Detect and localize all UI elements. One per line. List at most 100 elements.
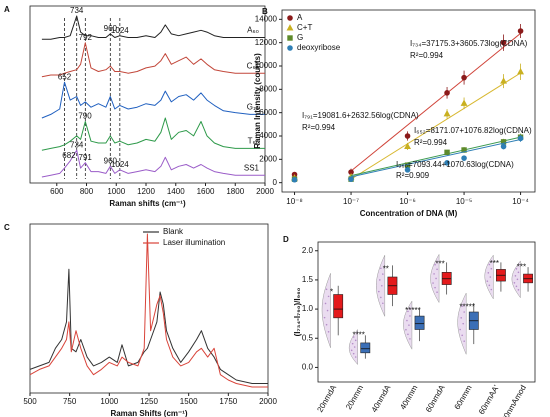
jitter-dot (350, 349, 353, 352)
jitter-dot (436, 291, 438, 294)
data-point (461, 74, 467, 81)
data-point (404, 142, 411, 149)
y-tick-label: 2.0 (302, 246, 314, 255)
spectrum-line (41, 42, 265, 78)
annotation: I₉₆₀=7093.44+1070.63log(CDNA) (396, 160, 514, 169)
legend-label: G (297, 33, 303, 42)
data-point (404, 167, 411, 173)
fit-line (350, 72, 521, 180)
spectrum-line (29, 233, 268, 388)
data-point (348, 176, 354, 182)
data-point (443, 109, 451, 117)
violin (348, 328, 358, 366)
data-point (517, 67, 525, 75)
jitter-dot (380, 267, 382, 270)
plot-frame (317, 241, 536, 383)
x-tick-label: 40nmm (398, 383, 419, 411)
data-point (444, 90, 450, 96)
x-tick-label: 1800 (226, 187, 244, 196)
violin (457, 292, 467, 355)
jitter-dot (325, 323, 328, 326)
y-tick-label: 1.5 (302, 275, 314, 284)
data-point (517, 28, 524, 34)
x-tick-label: 1000 (100, 397, 118, 406)
jitter-dot (517, 289, 520, 291)
x-tick-label: 2000 (256, 187, 274, 196)
significance-label: * (330, 287, 333, 296)
jitter-dot (352, 352, 355, 355)
jitter-dot (434, 263, 436, 266)
panel-label: A (4, 5, 10, 14)
peak-label: 960 (104, 156, 118, 165)
jitter-dot (486, 280, 489, 282)
x-tick-label: 60nmAA' (477, 383, 501, 416)
significance-label: *** (517, 262, 526, 271)
jitter-dot (490, 267, 493, 270)
x-tick-label: 1250 (140, 397, 158, 406)
fit-line (350, 32, 521, 172)
jitter-dot (382, 302, 384, 305)
jitter-dot (353, 346, 356, 348)
data-point (287, 35, 293, 41)
jitter-dot (405, 328, 407, 331)
data-point (291, 176, 298, 183)
violin (376, 255, 386, 317)
annotation: R²=0.994 (302, 123, 336, 132)
jitter-dot (408, 324, 410, 326)
jitter-dot (435, 277, 437, 280)
jitter-dot (409, 315, 411, 317)
jitter-dot (436, 268, 438, 271)
trace-label: A₆₀ (247, 26, 259, 35)
annotation: R²=0.994 (414, 138, 448, 147)
data-point (287, 15, 293, 21)
jitter-dot (434, 286, 436, 289)
data-point (461, 155, 467, 161)
jitter-dot (514, 275, 517, 277)
y-tick-label: 8000 (259, 84, 277, 93)
jitter-dot (487, 272, 490, 274)
x-tick-label: 20nmdA (315, 383, 338, 414)
jitter-dot (515, 285, 518, 288)
data-point (444, 149, 450, 156)
significance-label: ***** (405, 306, 421, 315)
jitter-dot (462, 322, 464, 325)
peak-label: 652 (58, 72, 72, 81)
y-tick-label: 2000 (259, 154, 277, 163)
x-tick-label: 10⁻⁸ (286, 197, 303, 206)
y-tick-label: 0.0 (302, 363, 314, 372)
data-point (460, 99, 468, 106)
fit-line (350, 136, 521, 177)
annotation: I₆₅₂=8171.07+1076.82log(CDNA) (414, 126, 532, 135)
peak-label: 734 (70, 6, 84, 15)
peak-label: 792 (79, 33, 93, 42)
violin (430, 253, 440, 304)
box (414, 315, 425, 330)
x-tick-label: 1200 (137, 187, 155, 196)
spectrum-line (41, 117, 265, 151)
jitter-dot (490, 288, 493, 291)
legend-label: C+T (297, 23, 312, 32)
panel-label: D (283, 235, 289, 244)
jitter-dot (327, 295, 330, 298)
significance-label: ***** (459, 303, 475, 312)
x-tick-label: 10⁻⁴ (512, 197, 529, 206)
data-point (517, 135, 524, 142)
jitter-dot (488, 263, 491, 266)
x-axis-label: Concentration of DNA (M) (360, 209, 458, 218)
x-axis-label: Raman shifts (cm⁻¹) (109, 199, 186, 208)
peak-label: 1024 (111, 160, 129, 169)
x-tick-label: 60nmAmod (500, 384, 528, 417)
jitter-dot (460, 317, 462, 319)
peak-label: 682 (62, 151, 76, 160)
trace-label: G₁₀ (247, 102, 259, 111)
jitter-dot (463, 340, 465, 342)
plot-frame (29, 223, 269, 394)
x-tick-label: 20nmm (344, 383, 365, 411)
legend-label: A (297, 13, 303, 22)
data-point (500, 143, 507, 150)
jitter-dot (463, 311, 465, 313)
spectrum-line (29, 268, 268, 384)
y-tick-label: 4000 (259, 131, 277, 140)
y-tick-label: 0 (273, 178, 278, 187)
